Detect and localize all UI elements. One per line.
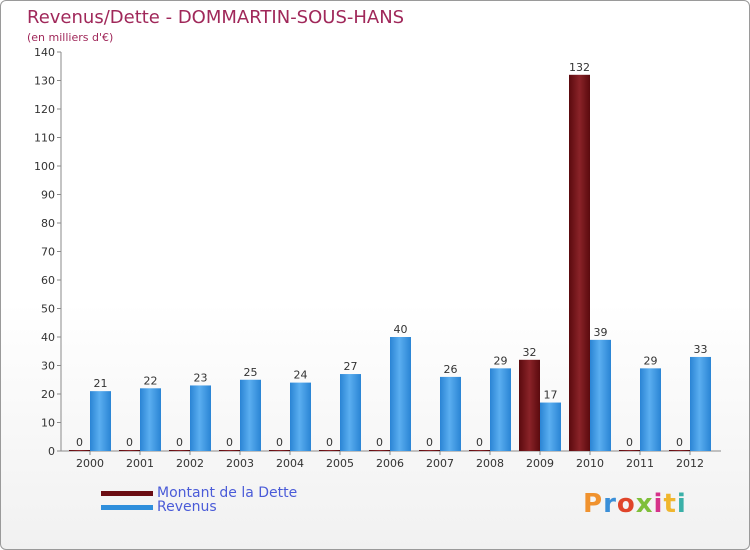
data-label-revenus: 27 [344,360,358,373]
data-label-dette: 0 [276,436,283,449]
y-tick-label: 40 [41,331,55,344]
y-tick-label: 20 [41,388,55,401]
bar-dette [219,450,240,451]
x-tick-label: 2010 [576,457,604,470]
y-tick-label: 80 [41,217,55,230]
y-tick-label: 130 [34,75,55,88]
chart-subtitle: (en milliers d'€) [27,31,114,44]
data-label-revenus: 23 [194,371,208,384]
data-label-dette: 0 [326,436,333,449]
bar-dette [519,359,540,451]
data-label-revenus: 22 [144,374,158,387]
logo-letter: r [603,489,617,519]
x-tick-label: 2002 [176,457,204,470]
bar-revenus [90,391,111,451]
bar-dette [169,450,190,451]
x-tick-label: 2012 [676,457,704,470]
logo-letter: t [663,489,677,519]
bar-revenus [290,382,311,451]
x-tick-label: 2003 [226,457,254,470]
legend-label-dette: Montant de la Dette [157,485,298,501]
y-tick-label: 120 [34,103,55,116]
bar-dette [569,74,590,452]
data-label-dette: 0 [376,436,383,449]
bar-revenus [590,339,611,451]
y-tick-label: 50 [41,303,55,316]
data-label-revenus: 24 [294,369,308,382]
y-tick-label: 140 [34,46,55,59]
data-label-revenus: 21 [94,377,108,390]
bar-dette [619,450,640,451]
data-label-dette: 0 [76,436,83,449]
logo-letter: o [616,489,636,519]
x-tick-label: 2004 [276,457,304,470]
data-label-dette: 0 [676,436,683,449]
x-tick-label: 2005 [326,457,354,470]
logo-letter: x [635,489,654,519]
y-tick-label: 90 [41,189,55,202]
x-tick-label: 2008 [476,457,504,470]
x-tick-label: 2001 [126,457,154,470]
bar-dette [469,450,490,451]
bar-revenus [190,385,211,451]
data-label-revenus: 26 [444,363,458,376]
data-label-dette: 0 [176,436,183,449]
logo-letter: i [653,489,664,519]
y-tick-label: 30 [41,360,55,373]
bar-revenus [340,374,361,451]
data-label-dette: 0 [426,436,433,449]
bar-dette [669,450,690,451]
data-label-dette: 0 [476,436,483,449]
axis-layer: 0 10 20 30 40 50 60 70 80 90 100 110 120 130 140 2000 20… [34,46,721,470]
y-tick-label: 110 [34,132,55,145]
bar-revenus [390,337,411,451]
bar-dette [319,450,340,451]
data-label-dette: 132 [569,61,590,74]
logo-letter: i [676,489,687,519]
proxiti-logo: Proxiti [583,489,687,519]
bar-revenus [490,368,511,451]
x-tick-label: 2000 [76,457,104,470]
labels-layer: 0 21 0 22 0 23 0 25 0 24 0 27 0 40 0 26 0 29 32 17 132 39 0 29 0… [76,61,708,449]
legend-swatch-dette [101,491,153,496]
bar-revenus [540,402,561,451]
y-tick-label: 10 [41,417,55,430]
bar-dette [269,450,290,451]
data-label-dette: 32 [523,346,537,359]
y-tick-label: 60 [41,274,55,287]
bar-revenus [440,376,461,451]
bar-revenus [640,368,661,451]
data-label-revenus: 40 [394,323,408,336]
bars-layer [69,74,711,452]
logo-letter: P [583,489,604,519]
bar-dette [369,450,390,451]
data-label-revenus: 25 [244,366,258,379]
data-label-dette: 0 [226,436,233,449]
x-tick-label: 2011 [626,457,654,470]
data-label-revenus: 17 [544,389,558,402]
bar-dette [69,450,90,451]
x-tick-label: 2006 [376,457,404,470]
data-label-revenus: 39 [594,326,608,339]
chart-title: Revenus/Dette - DOMMARTIN-SOUS-HANS [27,7,405,28]
bar-revenus [240,379,261,451]
legend-swatch-revenus [101,505,153,510]
bar-dette [119,450,140,451]
legend-label-revenus: Revenus [157,499,217,515]
y-tick-label: 100 [34,160,55,173]
data-label-revenus: 29 [494,354,508,367]
y-tick-label: 70 [41,246,55,259]
x-tick-label: 2009 [526,457,554,470]
y-tick-label: 0 [48,445,55,458]
x-tick-label: 2007 [426,457,454,470]
data-label-revenus: 29 [644,354,658,367]
bar-dette [419,450,440,451]
data-label-dette: 0 [126,436,133,449]
bar-revenus [690,356,711,451]
data-label-dette: 0 [626,436,633,449]
bar-revenus [140,388,161,451]
data-label-revenus: 33 [694,343,708,356]
